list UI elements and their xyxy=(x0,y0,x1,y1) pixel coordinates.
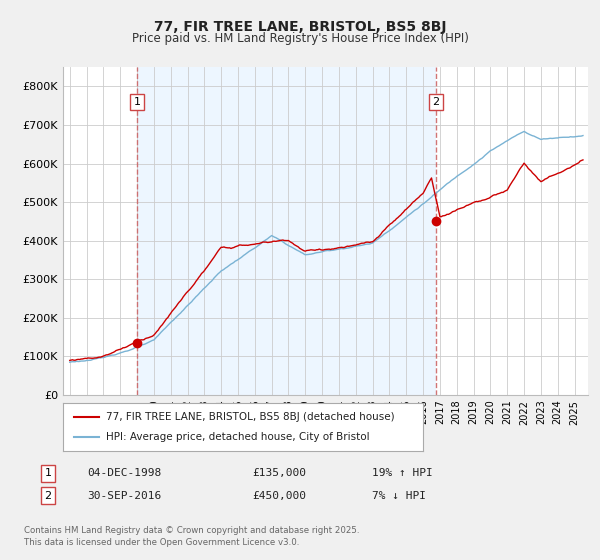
Text: £135,000: £135,000 xyxy=(252,468,306,478)
Text: 1: 1 xyxy=(44,468,52,478)
Text: Contains HM Land Registry data © Crown copyright and database right 2025.
This d: Contains HM Land Registry data © Crown c… xyxy=(24,526,359,547)
Text: 2: 2 xyxy=(44,491,52,501)
Text: 7% ↓ HPI: 7% ↓ HPI xyxy=(372,491,426,501)
Text: 19% ↑ HPI: 19% ↑ HPI xyxy=(372,468,433,478)
Text: 2: 2 xyxy=(432,97,439,107)
Text: Price paid vs. HM Land Registry's House Price Index (HPI): Price paid vs. HM Land Registry's House … xyxy=(131,32,469,45)
Bar xyxy=(137,67,436,395)
Text: 04-DEC-1998: 04-DEC-1998 xyxy=(87,468,161,478)
Text: 77, FIR TREE LANE, BRISTOL, BS5 8BJ (detached house): 77, FIR TREE LANE, BRISTOL, BS5 8BJ (det… xyxy=(106,412,395,422)
Text: 77, FIR TREE LANE, BRISTOL, BS5 8BJ: 77, FIR TREE LANE, BRISTOL, BS5 8BJ xyxy=(154,20,446,34)
Text: HPI: Average price, detached house, City of Bristol: HPI: Average price, detached house, City… xyxy=(106,432,370,442)
Text: £450,000: £450,000 xyxy=(252,491,306,501)
Text: 30-SEP-2016: 30-SEP-2016 xyxy=(87,491,161,501)
Text: 1: 1 xyxy=(134,97,140,107)
